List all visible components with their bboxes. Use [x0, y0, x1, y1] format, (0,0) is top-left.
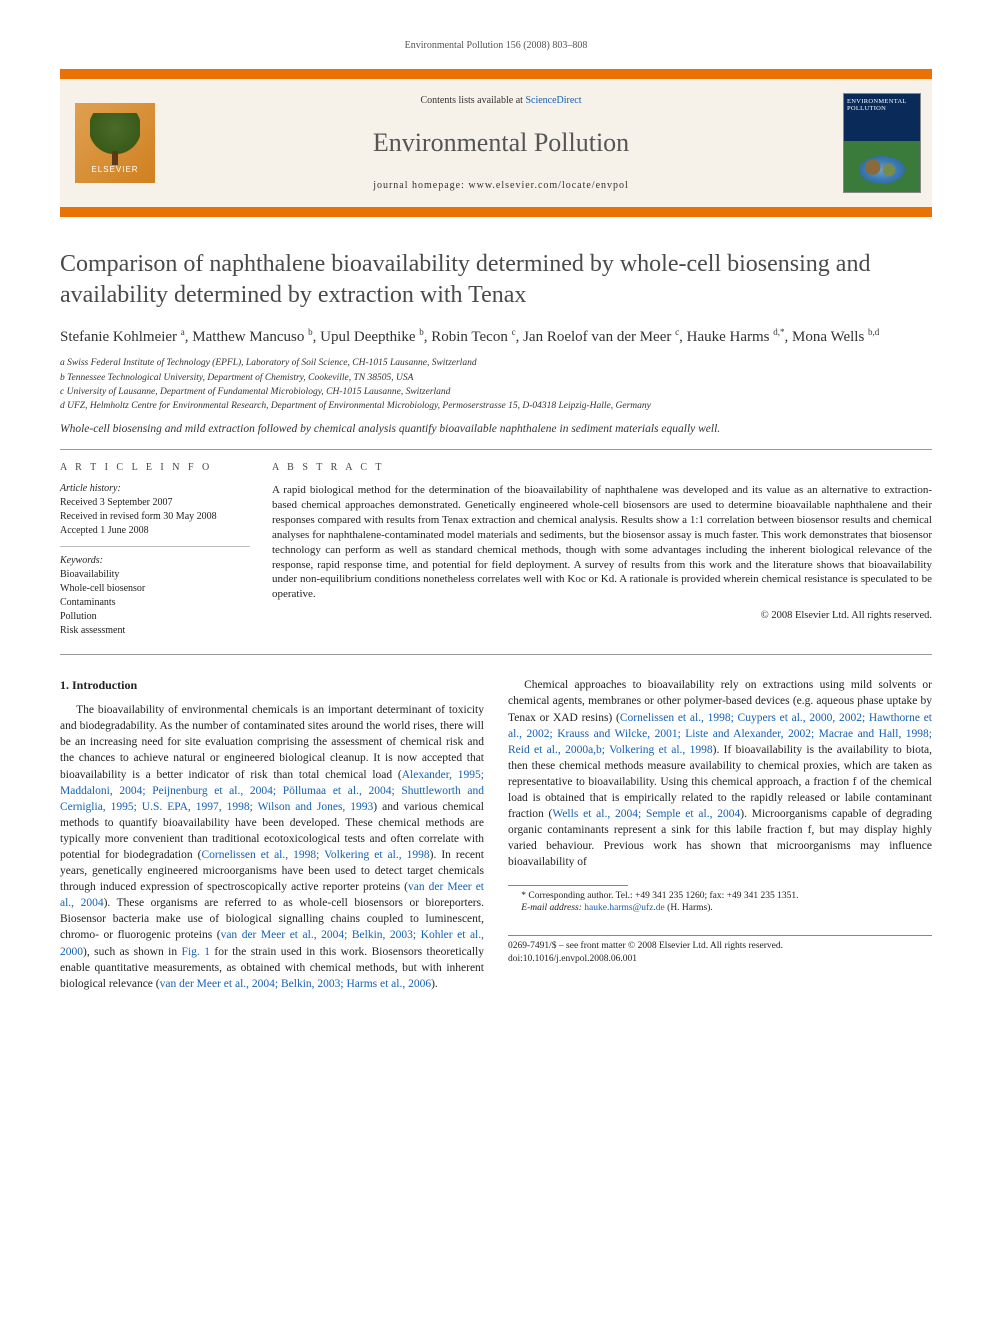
- intro-para-1: The bioavailability of environmental che…: [60, 702, 484, 992]
- footer-front-matter: 0269-7491/$ – see front matter © 2008 El…: [508, 940, 932, 953]
- cite-group-5[interactable]: van der Meer et al., 2004; Belkin, 2003;…: [160, 978, 431, 990]
- abstract-block: A B S T R A C T A rapid biological metho…: [272, 462, 932, 638]
- footer-bar: 0269-7491/$ – see front matter © 2008 El…: [508, 935, 932, 966]
- publisher-logo-cell: ELSEVIER: [60, 89, 170, 197]
- email-link[interactable]: hauke.harms@ufz.de: [584, 903, 665, 913]
- affiliation-b: b Tennessee Technological University, De…: [60, 371, 932, 385]
- body-columns: 1. Introduction The bioavailability of e…: [60, 677, 932, 991]
- abstract-heading: A B S T R A C T: [272, 462, 932, 473]
- keyword-3: Pollution: [60, 610, 250, 624]
- affiliations: a Swiss Federal Institute of Technology …: [60, 356, 932, 413]
- header-mid: Contents lists available at ScienceDirec…: [170, 89, 832, 197]
- journal-header: ELSEVIER Contents lists available at Sci…: [60, 69, 932, 217]
- section-1-head: 1. Introduction: [60, 677, 484, 694]
- intro-para-2: Chemical approaches to bioavailability r…: [508, 677, 932, 870]
- keyword-2: Contaminants: [60, 596, 250, 610]
- email-label: E-mail address:: [521, 903, 582, 913]
- cite-group-2[interactable]: Cornelissen et al., 1998; Volkering et a…: [201, 849, 429, 861]
- col1-bottom: * Corresponding author. Tel.: +49 341 23…: [508, 885, 932, 966]
- cover-globe-icon: [859, 156, 905, 184]
- history-block: Article history: Received 3 September 20…: [60, 483, 250, 547]
- keyword-1: Whole-cell biosensor: [60, 582, 250, 596]
- history-received: Received 3 September 2007: [60, 496, 250, 510]
- contents-prefix: Contents lists available at: [420, 95, 525, 106]
- keywords-label: Keywords:: [60, 555, 250, 566]
- corresponding-author: * Corresponding author. Tel.: +49 341 23…: [508, 890, 932, 903]
- cover-cell: ENVIRONMENTAL POLLUTION: [832, 89, 932, 197]
- article-title: Comparison of naphthalene bioavailabilit…: [60, 249, 932, 311]
- email-suffix: (H. Harms).: [665, 903, 713, 913]
- elsevier-tree-icon: [90, 113, 140, 163]
- cover-title: ENVIRONMENTAL POLLUTION: [844, 94, 920, 112]
- authors-line: Stefanie Kohlmeier a, Matthew Mancuso b,…: [60, 327, 932, 346]
- keyword-4: Risk assessment: [60, 624, 250, 638]
- article-info-heading: A R T I C L E I N F O: [60, 462, 250, 473]
- info-abstract-row: A R T I C L E I N F O Article history: R…: [60, 449, 932, 655]
- contents-line: Contents lists available at ScienceDirec…: [170, 95, 832, 106]
- fig1-link[interactable]: Fig. 1: [182, 946, 210, 958]
- running-head: Environmental Pollution 156 (2008) 803–8…: [60, 40, 932, 51]
- elsevier-logo: ELSEVIER: [75, 103, 155, 183]
- publisher-name: ELSEVIER: [91, 165, 138, 174]
- journal-cover-thumb: ENVIRONMENTAL POLLUTION: [843, 93, 921, 193]
- homepage-line: journal homepage: www.elsevier.com/locat…: [170, 180, 832, 191]
- sciencedirect-link[interactable]: ScienceDirect: [525, 95, 581, 106]
- affiliation-c: c University of Lausanne, Department of …: [60, 385, 932, 399]
- abstract-text: A rapid biological method for the determ…: [272, 483, 932, 602]
- keyword-0: Bioavailability: [60, 568, 250, 582]
- journal-name: Environmental Pollution: [170, 128, 832, 158]
- page-root: Environmental Pollution 156 (2008) 803–8…: [0, 0, 992, 1022]
- email-line: E-mail address: hauke.harms@ufz.de (H. H…: [508, 902, 932, 915]
- cite-group-7[interactable]: Wells et al., 2004; Semple et al., 2004: [552, 808, 740, 820]
- history-label: Article history:: [60, 483, 250, 494]
- footer-doi: doi:10.1016/j.envpol.2008.06.001: [508, 953, 932, 966]
- article-info: A R T I C L E I N F O Article history: R…: [60, 462, 250, 638]
- abstract-copyright: © 2008 Elsevier Ltd. All rights reserved…: [272, 610, 932, 621]
- history-accepted: Accepted 1 June 2008: [60, 524, 250, 538]
- history-revised: Received in revised form 30 May 2008: [60, 510, 250, 524]
- tagline: Whole-cell biosensing and mild extractio…: [60, 423, 932, 435]
- affiliation-a: a Swiss Federal Institute of Technology …: [60, 356, 932, 370]
- affiliation-d: d UFZ, Helmholtz Centre for Environmenta…: [60, 399, 932, 413]
- footnote-rule: [508, 885, 628, 886]
